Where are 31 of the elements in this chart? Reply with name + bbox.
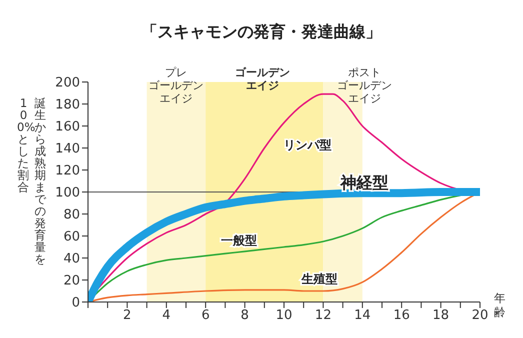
series-label: リンパ型 (284, 138, 332, 152)
x-tick-label: 6 (201, 308, 210, 324)
chart-title: 「スキャモンの発育・発達曲線」 (140, 22, 382, 43)
y-tick-label: 160 (55, 120, 80, 135)
band-label: プレゴールデンエイジ (148, 66, 204, 105)
x-tick-label: 20 (472, 308, 488, 324)
series-label: 一般型 (220, 234, 257, 248)
y-tick-label: 100 (55, 186, 80, 201)
series-label: 生殖型 (300, 272, 338, 286)
x-tick-label: 12 (314, 308, 332, 324)
y-tick-label: 20 (63, 274, 80, 289)
x-tick-label: 14 (354, 308, 371, 324)
y-tick-label: 180 (55, 98, 80, 113)
x-tick-label: 4 (162, 308, 171, 324)
x-tick-label: 10 (276, 308, 292, 324)
text: 誕生から成熟期までの発育量を100%とした割合 (17, 96, 46, 266)
band-label: ポストゴールデンエイジ (336, 66, 392, 105)
x-axis-title: 年齢 (494, 291, 506, 319)
x-tick-label: 18 (432, 308, 450, 324)
y-tick-label: 80 (63, 208, 80, 223)
y-tick-label: 120 (55, 164, 80, 179)
y-tick-label: 200 (55, 76, 80, 91)
series-label: 神経型 (339, 172, 388, 192)
band-label: ゴールデンエイジ (234, 66, 290, 92)
x-tick-label: 16 (393, 308, 410, 324)
y-tick-label: 60 (63, 230, 80, 245)
y-tick-label: 140 (55, 142, 80, 157)
x-tick-label: 8 (240, 308, 249, 324)
x-tick-label: 2 (123, 308, 132, 324)
y-tick-label: 40 (63, 252, 80, 267)
y-tick-label: 0 (72, 296, 80, 311)
